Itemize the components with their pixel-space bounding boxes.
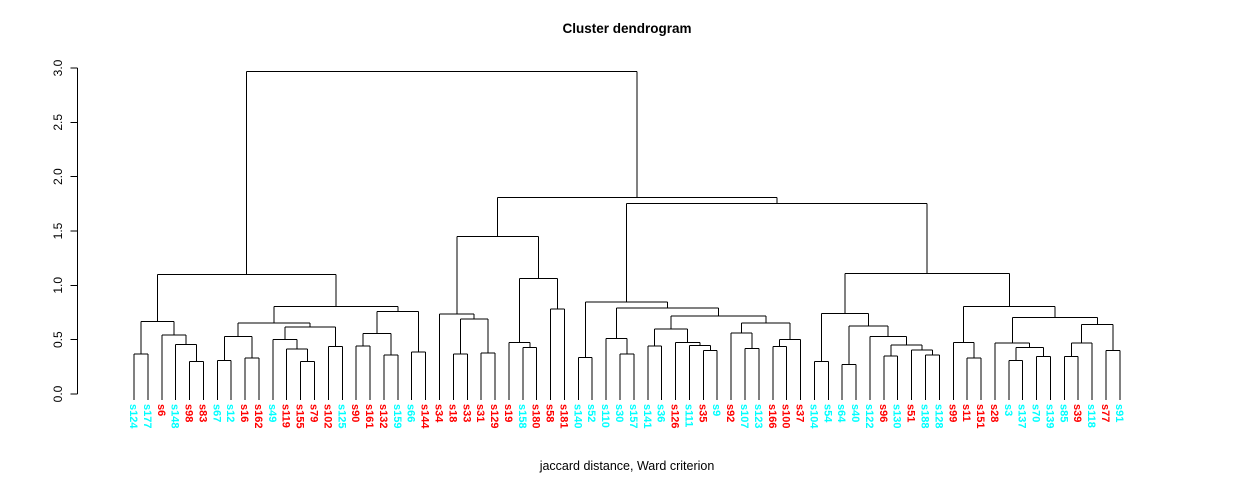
leaf-label: s158 <box>516 404 528 428</box>
leaf-label: s37 <box>794 404 806 422</box>
leaf-label: s102 <box>321 404 333 428</box>
leaf-label: s18 <box>446 404 458 422</box>
leaf-label: s11 <box>960 404 972 422</box>
leaf-label: s111 <box>682 404 694 427</box>
leaf-label: s36 <box>655 404 667 422</box>
leaf-label: s141 <box>641 404 653 428</box>
y-tick-label: 2.5 <box>51 114 65 131</box>
leaf-label: s180 <box>530 404 542 428</box>
leaf-label: s77 <box>1099 404 1111 422</box>
y-tick-label: 3.0 <box>51 59 65 76</box>
y-tick-label: 1.0 <box>51 277 65 294</box>
y-tick-label: 2.0 <box>51 168 65 185</box>
leaf-label: s91 <box>1113 404 1125 422</box>
leaf-label: s39 <box>1071 404 1083 422</box>
x-axis-label: jaccard distance, Ward criterion <box>539 459 715 473</box>
leaf-label: s132 <box>377 404 389 428</box>
leaf-label: s100 <box>780 404 792 428</box>
leaf-label: s126 <box>669 404 681 428</box>
leaf-label: s54 <box>821 404 833 423</box>
leaf-label: s34 <box>432 404 444 423</box>
leaf-label: s19 <box>502 404 514 422</box>
leaf-label: s181 <box>557 404 569 428</box>
leaf-label: s137 <box>1016 404 1028 428</box>
leaf-label: s66 <box>405 404 417 422</box>
dendrogram-lines <box>133 70 1121 400</box>
leaf-label: s16 <box>238 404 250 422</box>
leaf-label: s99 <box>946 404 958 422</box>
leaf-label: s35 <box>696 404 708 422</box>
leaf-label: s107 <box>738 404 750 428</box>
leaf-label: s49 <box>266 404 278 422</box>
leaf-label: s64 <box>835 404 847 423</box>
leaf-label: s58 <box>544 404 556 422</box>
leaf-label: s9 <box>710 404 722 416</box>
leaf-label: s129 <box>488 404 500 428</box>
leaf-label: s67 <box>210 404 222 422</box>
leaf-label: s30 <box>613 404 625 422</box>
leaf-label: s83 <box>196 404 208 422</box>
leaf-label: s118 <box>1085 404 1097 428</box>
leaf-label: s157 <box>627 404 639 428</box>
leaf-label: s70 <box>1030 404 1042 422</box>
y-tick-label: 0.0 <box>51 385 65 402</box>
leaf-label: s28 <box>988 404 1000 422</box>
leaf-label: s79 <box>308 404 320 422</box>
leaf-label: s125 <box>335 404 347 428</box>
leaf-label: s188 <box>919 404 931 428</box>
leaf-label: s12 <box>224 404 236 422</box>
leaf-label: s6 <box>155 404 167 416</box>
leaf-label: s3 <box>1002 404 1014 416</box>
y-tick-label: 0.5 <box>51 331 65 348</box>
leaf-label: s162 <box>252 404 264 428</box>
leaf-label: s161 <box>363 404 375 428</box>
leaf-label: s155 <box>294 404 306 428</box>
leaf-label: s159 <box>391 404 403 428</box>
leaf-label: s33 <box>460 404 472 422</box>
leaf-label: s92 <box>724 404 736 422</box>
leaf-label: s31 <box>474 404 486 422</box>
y-axis: 0.0 0.5 1.0 1.5 2.0 2.5 3.0 <box>51 59 78 402</box>
leaf-label: s124 <box>127 404 139 429</box>
leaf-labels: s124 s177 s6 s148 s98 s83 s67 s12 s16 s162 s49 s119… <box>127 404 1125 429</box>
leaf-label: s52 <box>585 404 597 422</box>
y-tick-label: 1.5 <box>51 222 65 239</box>
leaf-label: s144 <box>419 404 431 429</box>
leaf-label: s104 <box>807 404 819 429</box>
leaf-label: s98 <box>183 404 195 422</box>
leaf-label: s148 <box>169 404 181 428</box>
leaf-label: s128 <box>932 404 944 428</box>
leaf-label: s130 <box>891 404 903 428</box>
leaf-label: s151 <box>974 404 986 428</box>
leaf-label: s139 <box>1043 404 1055 428</box>
chart-title: Cluster dendrogram <box>562 21 692 36</box>
leaf-label: s51 <box>905 404 917 422</box>
leaf-label: s166 <box>766 404 778 428</box>
leaf-label: s122 <box>863 404 875 428</box>
leaf-label: s90 <box>349 404 361 422</box>
leaf-label: s85 <box>1057 404 1069 422</box>
leaf-label: s40 <box>849 404 861 422</box>
leaf-label: s140 <box>571 404 583 428</box>
leaf-label: s123 <box>752 404 764 428</box>
leaf-label: s119 <box>280 404 292 428</box>
leaf-label: s96 <box>877 404 889 422</box>
leaf-label: s110 <box>599 404 611 428</box>
leaf-label: s177 <box>141 404 153 428</box>
